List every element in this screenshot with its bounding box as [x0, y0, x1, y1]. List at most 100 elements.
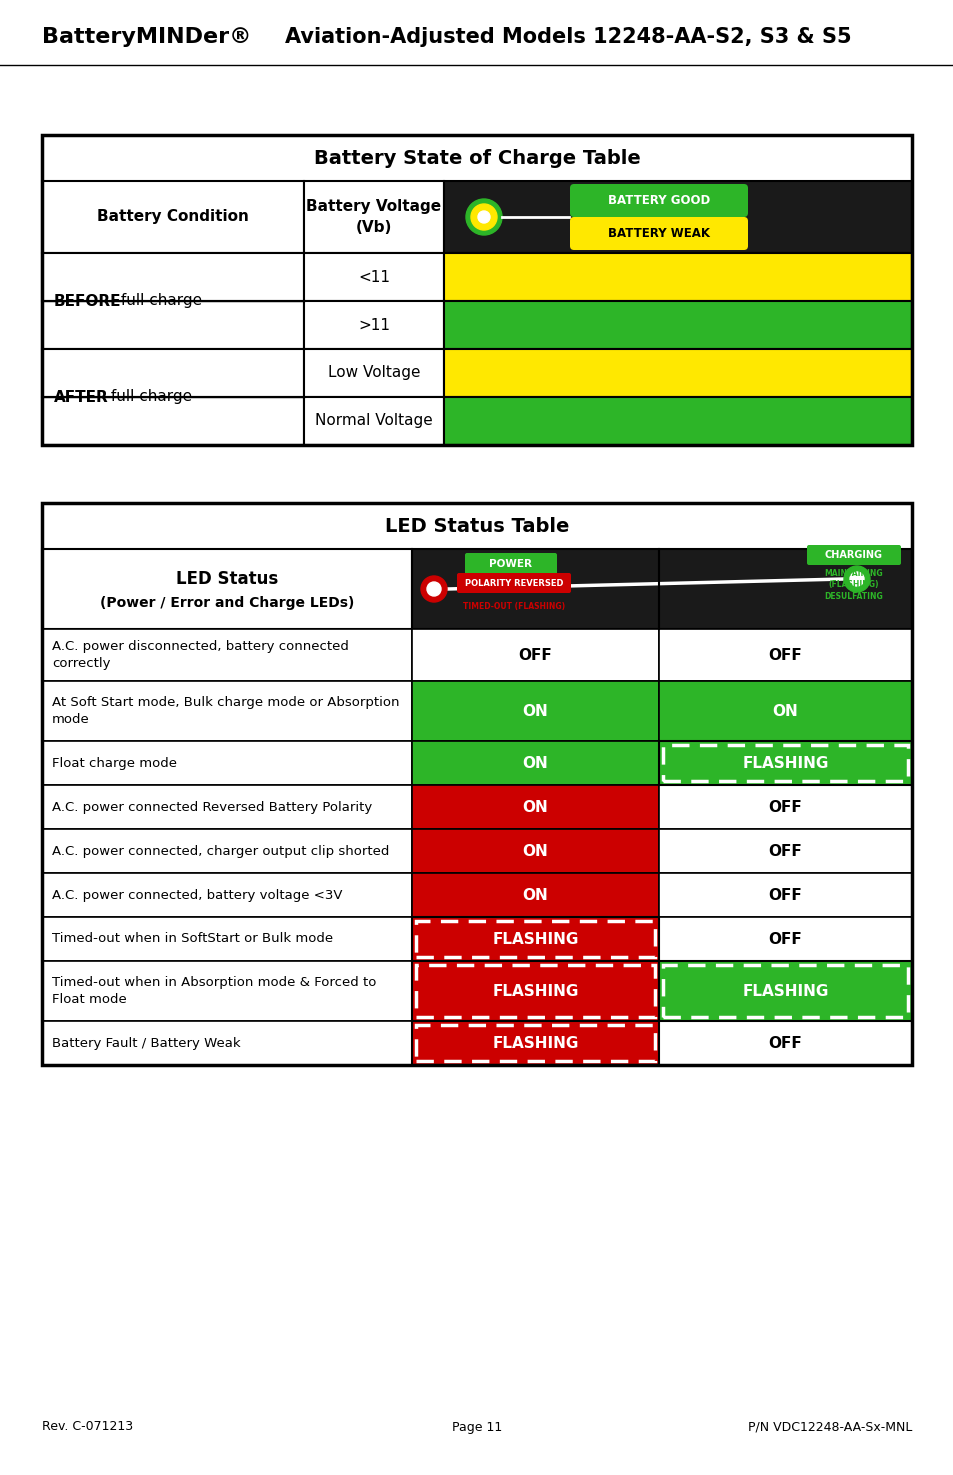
Text: ON: ON [522, 844, 548, 858]
Bar [42, 301, 304, 350]
Bar [659, 873, 911, 917]
Text: Battery Voltage
(Vb): Battery Voltage (Vb) [306, 199, 441, 235]
Bar [42, 1021, 412, 1065]
Text: LED Status: LED Status [175, 569, 278, 589]
Bar [662, 965, 907, 1016]
Circle shape [843, 566, 869, 591]
Text: Battery Fault / Battery Weak: Battery Fault / Battery Weak [52, 1037, 240, 1050]
Text: BATTERY WEAK: BATTERY WEAK [607, 227, 709, 240]
Text: BatteryMINDer®: BatteryMINDer® [42, 27, 252, 47]
Circle shape [849, 572, 863, 586]
Bar [412, 549, 911, 628]
Bar [659, 1021, 911, 1065]
Text: Timed-out when in SoftStart or Bulk mode: Timed-out when in SoftStart or Bulk mode [52, 932, 333, 945]
Bar [412, 873, 659, 917]
Text: At Soft Start mode, Bulk charge mode or Absorption
mode: At Soft Start mode, Bulk charge mode or … [52, 696, 399, 726]
Bar [42, 549, 412, 628]
Bar [659, 829, 911, 873]
Bar [416, 920, 655, 957]
FancyBboxPatch shape [569, 184, 747, 217]
Bar [42, 829, 412, 873]
Bar [304, 397, 443, 445]
Bar [412, 829, 659, 873]
Bar [662, 745, 907, 780]
Bar [304, 301, 443, 350]
Text: (Power / Error and Charge LEDs): (Power / Error and Charge LEDs) [100, 596, 354, 611]
Bar [412, 917, 659, 962]
Bar [412, 962, 659, 1021]
Text: CHARGING: CHARGING [824, 550, 882, 560]
Circle shape [465, 199, 501, 235]
Bar [659, 917, 911, 962]
Bar [42, 397, 304, 445]
Text: FLASHING: FLASHING [492, 984, 578, 999]
Text: A.C. power connected Reversed Battery Polarity: A.C. power connected Reversed Battery Po… [52, 801, 372, 814]
Text: Battery State of Charge Table: Battery State of Charge Table [314, 149, 639, 168]
Text: TIMED-OUT (FLASHING): TIMED-OUT (FLASHING) [462, 602, 564, 612]
Bar [42, 917, 412, 962]
FancyBboxPatch shape [456, 572, 571, 593]
Bar [42, 254, 304, 301]
Circle shape [420, 577, 447, 602]
Bar [443, 350, 911, 397]
Bar [659, 785, 911, 829]
Text: ON: ON [522, 888, 548, 903]
Bar [412, 740, 659, 785]
Bar [42, 503, 911, 1065]
Text: Rev. C-071213: Rev. C-071213 [42, 1420, 133, 1434]
Text: ON: ON [522, 799, 548, 814]
Text: P/N VDC12248-AA-Sx-MNL: P/N VDC12248-AA-Sx-MNL [747, 1420, 911, 1434]
Circle shape [471, 204, 497, 230]
Text: LED Status Table: LED Status Table [384, 516, 569, 535]
Bar [443, 181, 911, 254]
Text: FLASHING: FLASHING [741, 755, 828, 770]
Text: Aviation-Adjusted Models 12248-AA-S2, S3 & S5: Aviation-Adjusted Models 12248-AA-S2, S3… [285, 27, 851, 47]
FancyBboxPatch shape [464, 553, 557, 575]
Text: Battery Condition: Battery Condition [97, 209, 249, 224]
Bar [443, 301, 911, 350]
Text: POLARITY REVERSED: POLARITY REVERSED [464, 578, 562, 587]
Bar [659, 740, 911, 785]
Text: ON: ON [522, 755, 548, 770]
Bar [412, 681, 659, 740]
Text: ON: ON [772, 704, 798, 718]
Bar [42, 785, 412, 829]
Text: OFF: OFF [768, 648, 801, 662]
Bar [443, 254, 911, 301]
Bar [42, 681, 412, 740]
Text: Float charge mode: Float charge mode [52, 757, 177, 770]
Bar [412, 628, 659, 681]
Bar [412, 1021, 659, 1065]
Text: <11: <11 [357, 270, 390, 285]
Bar [416, 965, 655, 1016]
FancyBboxPatch shape [806, 544, 900, 565]
Bar [416, 1025, 655, 1061]
Bar [42, 740, 412, 785]
Bar [659, 628, 911, 681]
Bar [304, 181, 443, 254]
Text: Low Voltage: Low Voltage [328, 366, 420, 381]
Bar [659, 681, 911, 740]
Text: OFF: OFF [768, 844, 801, 858]
Bar [42, 628, 412, 681]
Text: FLASHING: FLASHING [492, 932, 578, 947]
Text: BEFORE: BEFORE [54, 294, 121, 308]
Text: A.C. power disconnected, battery connected
correctly: A.C. power disconnected, battery connect… [52, 640, 349, 670]
Bar [42, 350, 304, 397]
Text: OFF: OFF [518, 648, 552, 662]
Text: FLASHING: FLASHING [741, 984, 828, 999]
Text: Normal Voltage: Normal Voltage [314, 413, 433, 429]
Text: Page 11: Page 11 [452, 1420, 501, 1434]
Text: full charge: full charge [116, 294, 202, 308]
Text: FLASHING: FLASHING [492, 1035, 578, 1050]
Bar [42, 136, 911, 445]
Circle shape [477, 211, 490, 223]
Bar [304, 350, 443, 397]
Text: OFF: OFF [768, 932, 801, 947]
Text: Timed-out when in Absorption mode & Forced to
Float mode: Timed-out when in Absorption mode & Forc… [52, 976, 376, 1006]
Text: OFF: OFF [768, 888, 801, 903]
Bar [42, 962, 412, 1021]
Text: full charge: full charge [106, 389, 192, 404]
Text: OFF: OFF [768, 1035, 801, 1050]
Bar [659, 962, 911, 1021]
